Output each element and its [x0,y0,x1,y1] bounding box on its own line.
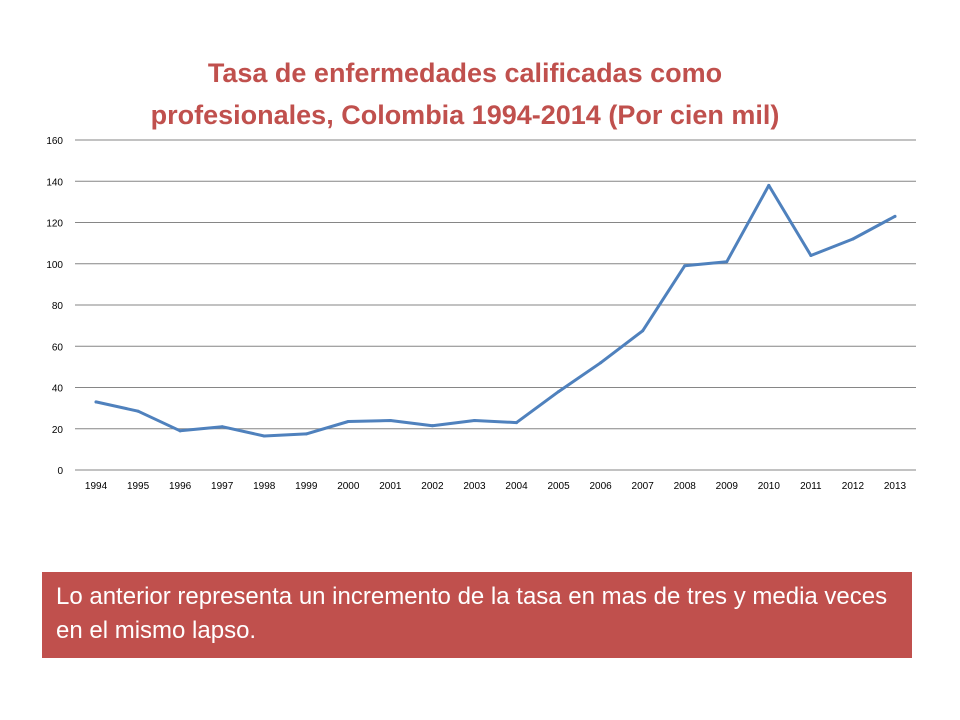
y-tick-label: 160 [46,136,63,147]
data-point [851,237,855,241]
x-tick-label: 2010 [758,481,781,492]
y-tick-label: 120 [46,219,63,230]
data-point [809,254,813,257]
x-tick-label: 2007 [632,481,655,492]
x-tick-label: 2000 [337,481,360,492]
data-point [136,409,140,413]
data-point [515,421,519,425]
data-point [725,260,729,264]
x-tick-label: 2012 [842,481,865,492]
data-point [346,420,350,424]
data-point [430,424,434,428]
x-tick-label: 2004 [505,481,528,492]
chart-title: Tasa de enfermedades calificadas como pr… [60,52,870,136]
data-point [472,419,476,422]
x-tick-label: 2008 [674,481,697,492]
series-line-0 [94,183,897,438]
x-tick-label: 1995 [127,481,150,492]
data-point [262,434,266,438]
y-tick-label: 40 [52,384,64,395]
x-tick-label: 2006 [590,481,613,492]
data-point [641,329,645,333]
data-point [178,429,182,433]
line-chart: 0 20 40 60 80 100 120 140 160 1994 1995 1996 1997 199… [46,136,916,492]
x-tick-label: 2005 [547,481,570,492]
y-tick-label: 140 [46,177,63,188]
data-point [767,183,771,187]
y-tick-label: 60 [52,342,64,353]
data-point [893,214,897,218]
x-tick-label: 1996 [169,481,192,492]
data-point [683,264,687,268]
x-tick-label: 1997 [211,481,234,492]
x-tick-label: 1998 [253,481,276,492]
x-tick-label: 2002 [421,481,444,492]
x-tick-label: 2009 [716,481,739,492]
chart-title-line-1: Tasa de enfermedades calificadas como [207,58,723,88]
note-text: Lo anterior representa un incremento de … [56,583,888,644]
y-tick-label: 0 [57,466,63,477]
y-tick-label: 80 [52,301,64,312]
data-point [599,361,603,365]
x-tick-label: 2013 [884,481,907,492]
data-point [220,425,224,429]
y-tick-label: 20 [52,425,64,436]
note-box: Lo anterior representa un incremento de … [42,572,912,658]
x-tick-label: 2011 [800,481,822,492]
x-tick-label: 2001 [379,481,402,492]
x-tick-label: 1994 [85,481,108,492]
chart-title-line-2: profesionales, Colombia 1994-2014 (Por c… [150,100,780,130]
data-point [94,400,98,404]
x-tick-label: 2003 [463,481,486,492]
y-tick-label: 100 [46,260,63,271]
data-point [304,432,308,436]
x-tick-label: 1999 [295,481,318,492]
data-point [557,390,561,394]
data-point [388,419,392,422]
